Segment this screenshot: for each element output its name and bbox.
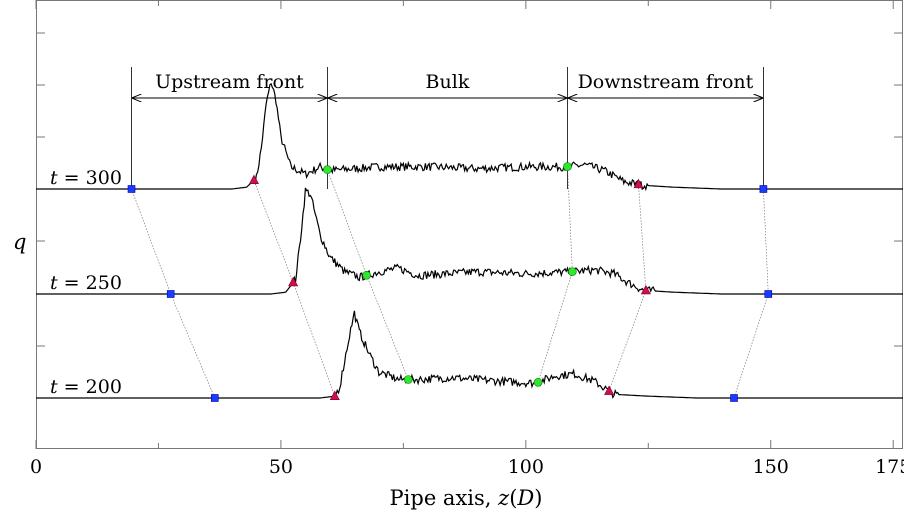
region-label: Bulk — [426, 71, 470, 93]
square-marker — [764, 290, 773, 298]
square-marker — [759, 185, 768, 193]
connector-line — [763, 188, 769, 295]
series-label-var: t — [50, 167, 58, 189]
x-axis-ticks: 0 50 100 150 175 — [30, 0, 904, 478]
series-label-value: = 300 — [58, 167, 122, 189]
series-label: t = 300 — [50, 167, 122, 189]
connector-line — [537, 271, 573, 383]
circle-marker — [568, 267, 577, 276]
series-label: t = 200 — [50, 376, 122, 398]
connector-line — [638, 184, 647, 291]
connector-line — [292, 282, 336, 397]
region-label: Upstream front — [155, 71, 304, 93]
x-label-part: ) — [534, 486, 542, 510]
x-label-part: Pipe axis, — [390, 486, 499, 510]
connector-line — [567, 166, 573, 272]
connector-line — [366, 275, 409, 380]
connector-line — [170, 293, 216, 399]
series-label-value: = 200 — [58, 376, 122, 398]
circle-marker — [563, 162, 572, 171]
x-tick-label: 100 — [508, 456, 544, 478]
profile-markers — [127, 162, 773, 402]
x-label-part: ( — [509, 486, 517, 510]
profile-curve — [36, 310, 903, 400]
triangle-marker — [248, 174, 259, 185]
connector-line — [131, 188, 171, 295]
square-marker — [127, 185, 136, 193]
marker-connectors — [131, 166, 769, 399]
square-marker — [730, 394, 738, 402]
profile-curve — [36, 82, 903, 192]
profile-curve — [36, 187, 903, 295]
series-label-var: t — [50, 376, 58, 398]
x-tick-label: 175 — [875, 456, 904, 478]
plot-border — [36, 0, 903, 449]
x-label-part: z — [497, 486, 510, 510]
circle-marker — [533, 377, 543, 387]
x-axis-label: Pipe axis, z(D) — [390, 486, 543, 510]
triangle-marker — [604, 385, 615, 395]
circle-marker — [403, 375, 413, 384]
y-axis-label: q — [13, 230, 26, 254]
x-tick-label: 0 — [30, 456, 42, 478]
connector-line — [327, 169, 367, 276]
plot-frame — [36, 0, 903, 449]
triangle-marker — [633, 178, 644, 189]
connector-line — [608, 290, 647, 392]
series-label: t = 250 — [50, 272, 122, 294]
triangle-marker — [640, 284, 651, 295]
x-tick-label: 50 — [269, 456, 293, 478]
x-label-part: D — [516, 486, 534, 510]
x-tick-label: 150 — [753, 456, 789, 478]
circle-marker — [362, 270, 371, 280]
connector-line — [733, 293, 769, 399]
series-label-value: = 250 — [58, 272, 122, 294]
square-marker — [210, 394, 219, 402]
triangle-marker — [288, 276, 299, 287]
circle-marker — [323, 165, 332, 174]
region-label: Downstream front — [578, 71, 754, 93]
square-marker — [166, 290, 175, 298]
triangle-marker — [329, 390, 340, 400]
region-annotations: Upstream front Bulk Downstream front — [131, 67, 764, 189]
series-label-var: t — [50, 272, 58, 294]
connector-line — [253, 180, 294, 283]
